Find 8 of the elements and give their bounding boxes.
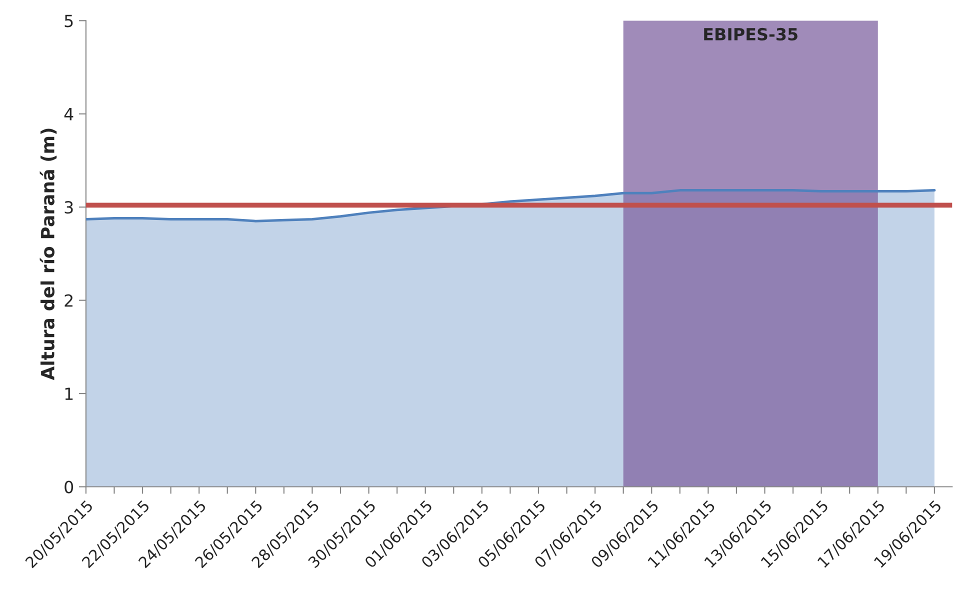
y-tick-label: 4 <box>64 108 74 120</box>
y-tick-label: 1 <box>65 388 73 400</box>
y-tick-label: 5 <box>64 14 73 28</box>
band-label: EBIPES-35 <box>704 28 798 41</box>
y-axis-title: Altura del río Paraná (m) <box>40 128 57 380</box>
y-tick-label: 2 <box>64 294 72 307</box>
y-tick-label: 3 <box>64 201 73 214</box>
y-tick-label: 0 <box>64 480 74 494</box>
